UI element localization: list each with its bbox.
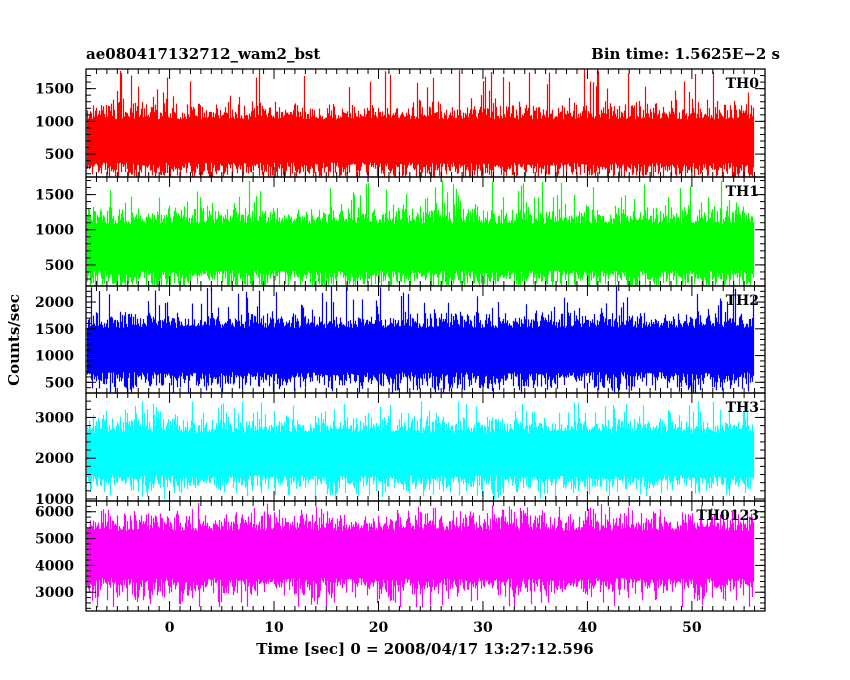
y-tick-label: 4000 xyxy=(35,558,74,574)
x-tick-label: 30 xyxy=(473,620,493,636)
y-tick-label: 2000 xyxy=(35,295,74,311)
y-axis-label: Counts/sec xyxy=(5,294,23,386)
panel-frame xyxy=(85,500,766,612)
panel-label: TH0 xyxy=(726,76,760,92)
series-th0-line xyxy=(86,69,755,177)
panel-label: TH3 xyxy=(726,400,759,416)
y-tick-label: 3000 xyxy=(35,585,74,601)
y-tick-label: 500 xyxy=(45,147,74,163)
y-tick-label: 1000 xyxy=(35,223,74,239)
series-th0123-line xyxy=(86,503,755,608)
panel-th0123: 3000 4000 5000 6000 TH0123 xyxy=(35,500,766,612)
x-tick-label: 10 xyxy=(264,620,284,636)
chart-title-left: ae080417132712_wam2_bst xyxy=(86,45,320,63)
panel-label: TH0123 xyxy=(696,508,759,524)
x-tick-label: 40 xyxy=(578,620,598,636)
y-tick-label: 5000 xyxy=(35,532,74,548)
series-th1-line xyxy=(86,180,755,286)
x-axis-label: Time [sec] 0 = 2008/04/17 13:27:12.596 xyxy=(256,640,593,658)
series-th3-line xyxy=(86,401,755,500)
y-tick-label: 500 xyxy=(45,375,74,391)
panel-th1: 500 1000 1500 TH1 xyxy=(35,176,766,287)
x-tick-label: 50 xyxy=(682,620,702,636)
y-tick-label: 500 xyxy=(45,258,74,274)
x-tick-label: 20 xyxy=(369,620,389,636)
y-tick-label: 1000 xyxy=(35,349,74,365)
panel-th2: 500 1000 1500 2000 TH2 xyxy=(35,285,766,394)
x-axis: 0 10 20 30 40 50 xyxy=(165,620,702,636)
y-tick-label: 1000 xyxy=(35,114,74,130)
y-tick-label: 3000 xyxy=(35,410,74,426)
y-tick-label: 2000 xyxy=(35,451,74,467)
panel-label: TH2 xyxy=(726,293,759,309)
y-tick-label: 1500 xyxy=(35,188,74,204)
panel-label: TH1 xyxy=(726,184,759,200)
panels-group: 500 1000 1500 TH0 500 1000 1500 TH1 500 1000 1500 2… xyxy=(35,68,766,612)
y-tick-label: 1500 xyxy=(35,322,74,338)
panel-th0: 500 1000 1500 TH0 xyxy=(35,68,766,178)
y-tick-label: 1500 xyxy=(35,82,74,98)
chart-title-right: Bin time: 1.5625E−2 s xyxy=(591,45,780,63)
y-tick-label: 1000 xyxy=(35,492,74,508)
panel-th3: 1000 2000 3000 TH3 xyxy=(35,392,766,508)
series-th2-line xyxy=(86,286,755,393)
y-tick-label: 6000 xyxy=(35,505,74,521)
x-tick-label: 0 xyxy=(165,620,175,636)
